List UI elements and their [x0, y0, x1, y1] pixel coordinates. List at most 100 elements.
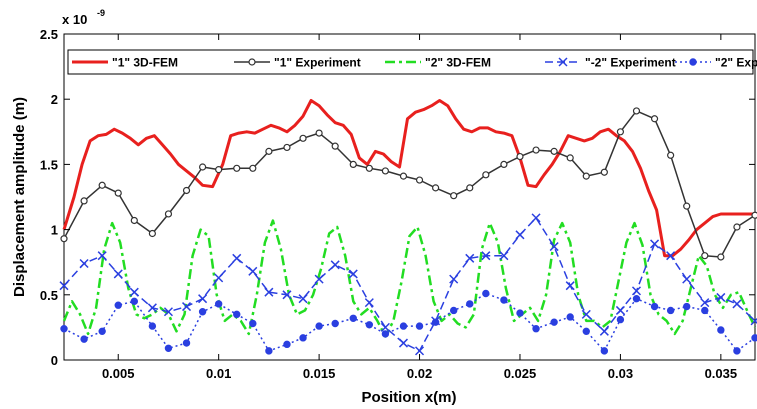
data-point — [60, 235, 68, 243]
legend-label: "1" Experiment — [274, 56, 361, 70]
data-point — [600, 347, 609, 355]
data-point — [182, 186, 191, 195]
data-point — [330, 260, 340, 270]
x-tick-label: 0.035 — [705, 366, 738, 381]
data-point — [248, 266, 258, 276]
data-point — [198, 308, 207, 316]
data-point — [415, 176, 424, 184]
data-point — [265, 347, 273, 355]
data-point — [60, 325, 68, 333]
data-point — [516, 152, 524, 161]
data-point — [129, 287, 139, 297]
data-point — [466, 300, 474, 308]
y-tick-label: 2 — [51, 92, 58, 107]
data-point — [148, 229, 156, 238]
legend-marker — [689, 58, 697, 66]
data-point — [582, 327, 590, 336]
data-point — [164, 210, 173, 218]
tick-layer: 0.005 0.01 0.015 0.02 0.025 0.03 0.035 0 0.5 1 1.5… — [40, 27, 755, 381]
data-point — [315, 129, 323, 137]
data-point — [349, 314, 357, 322]
data-point — [632, 295, 641, 303]
data-point — [515, 230, 525, 240]
data-point — [299, 334, 307, 342]
series-line — [62, 99, 755, 258]
data-point — [549, 242, 559, 252]
data-point — [364, 298, 374, 308]
data-point — [616, 128, 625, 136]
data-point — [582, 172, 590, 180]
x-tick-label: 0.02 — [407, 366, 432, 381]
data-point — [214, 300, 223, 308]
x-tick-label: 0.015 — [303, 366, 336, 381]
series-line — [62, 219, 757, 338]
data-point — [751, 334, 757, 342]
data-point — [215, 166, 223, 174]
data-point — [600, 168, 608, 176]
data-point — [59, 281, 69, 291]
data-point — [700, 298, 710, 308]
y-tick-label: 1 — [51, 223, 58, 238]
x-axis-label: Position x(m) — [361, 389, 456, 406]
data-point — [431, 318, 440, 326]
data-point — [565, 281, 575, 291]
data-point — [233, 164, 241, 172]
data-point — [449, 306, 458, 315]
series-3 — [59, 213, 757, 356]
data-point — [365, 321, 374, 329]
data-point — [249, 319, 257, 328]
data-point — [283, 340, 291, 349]
data-point — [114, 189, 122, 197]
data-point — [531, 213, 541, 223]
data-point — [650, 115, 659, 123]
data-point — [450, 192, 458, 200]
data-point — [182, 339, 191, 347]
data-point — [415, 346, 425, 356]
x-tick-label: 0.03 — [608, 366, 633, 381]
data-point — [130, 216, 138, 225]
data-point — [415, 322, 424, 330]
y-tick-label: 0.5 — [40, 288, 58, 303]
data-point — [751, 211, 757, 219]
plot-area — [63, 33, 756, 361]
data-point — [701, 306, 709, 315]
x-tick-label: 0.01 — [206, 366, 231, 381]
data-point — [532, 325, 540, 333]
data-point — [130, 297, 139, 306]
data-point — [499, 251, 509, 261]
data-point — [214, 273, 224, 283]
data-point — [80, 335, 88, 343]
data-point — [465, 253, 475, 263]
data-point — [147, 303, 157, 313]
series-layer — [59, 99, 757, 356]
data-point — [701, 252, 709, 260]
data-point — [482, 171, 490, 179]
data-point — [667, 151, 675, 159]
data-point — [717, 253, 725, 261]
data-point — [233, 310, 241, 319]
data-point — [98, 181, 106, 189]
data-point — [550, 318, 558, 326]
data-point — [682, 274, 692, 284]
data-point — [532, 146, 540, 154]
series-0 — [62, 99, 755, 258]
data-point — [299, 134, 307, 142]
data-point — [581, 309, 591, 319]
data-point — [198, 294, 208, 304]
data-point — [331, 319, 339, 328]
data-point — [283, 143, 291, 152]
legend-label: "-2" Experiment — [585, 56, 676, 70]
data-point — [481, 251, 491, 261]
data-point — [265, 147, 273, 155]
series-1 — [60, 107, 757, 261]
data-point — [79, 258, 89, 269]
series-4 — [60, 289, 757, 355]
legend-label: "2" 3D-FEM — [425, 56, 491, 70]
data-point — [314, 274, 324, 284]
data-point — [381, 167, 389, 175]
data-point — [631, 286, 642, 296]
data-point — [348, 269, 358, 279]
data-point — [182, 302, 192, 312]
legend-label: "2" Experiment — [715, 56, 757, 70]
